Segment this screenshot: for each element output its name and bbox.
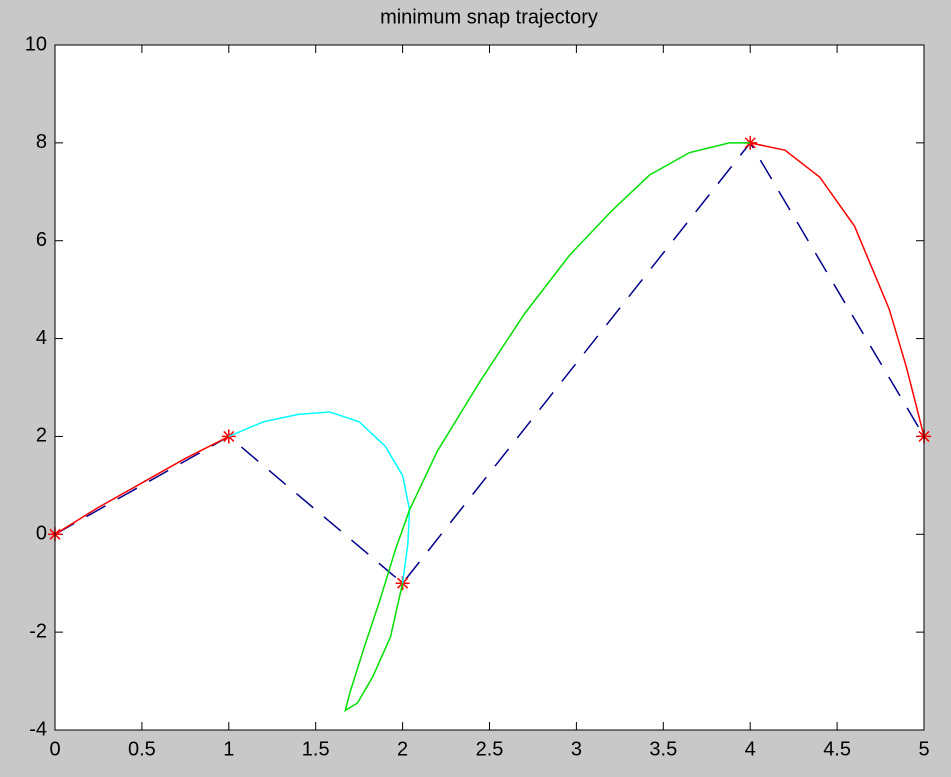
trajectory-line (750, 142, 925, 437)
y-tick-label: -2 (29, 620, 47, 642)
x-tick-label: 2 (397, 738, 408, 760)
x-tick-label: 1 (223, 738, 234, 760)
plot-area (55, 45, 924, 730)
x-tick-label: 2.5 (476, 738, 504, 760)
trajectory-line (228, 411, 411, 584)
axes-box (54, 44, 925, 731)
x-tick-label: 1.5 (302, 738, 330, 760)
x-tick-label: 4 (745, 738, 756, 760)
y-tick-label: -4 (29, 718, 47, 740)
y-tick-label: 4 (36, 327, 47, 349)
y-tick-label: 0 (36, 523, 47, 545)
trajectory-line (54, 141, 925, 585)
y-tick-label: 6 (36, 229, 47, 251)
chart-title: minimum snap trajectory (380, 6, 598, 28)
y-tick-label: 2 (36, 425, 47, 447)
trajectory-line (54, 435, 230, 535)
x-tick-label: 0 (49, 738, 60, 760)
x-tick-label: 5 (918, 738, 929, 760)
trajectory-line (344, 142, 751, 713)
x-tick-label: 3 (571, 738, 582, 760)
x-tick-label: 3.5 (649, 738, 677, 760)
x-tick-label: 4.5 (823, 738, 851, 760)
y-tick-label: 10 (25, 33, 47, 55)
x-tick-label: 0.5 (128, 738, 156, 760)
y-tick-label: 8 (36, 131, 47, 153)
